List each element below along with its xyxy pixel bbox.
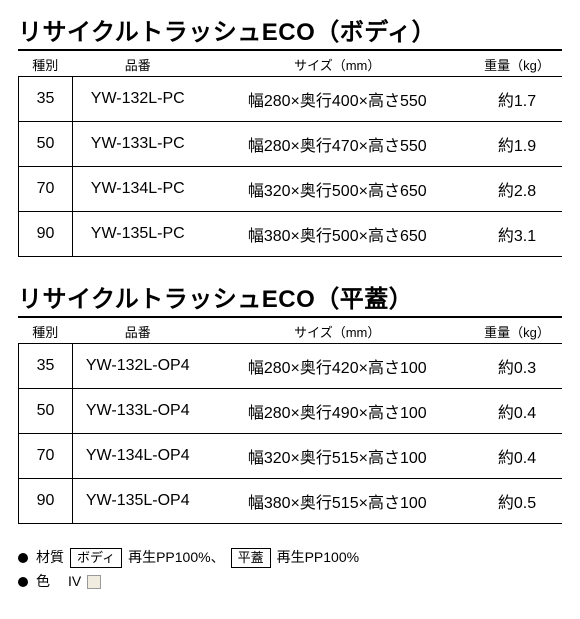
color-row: 色 IV: [18, 570, 562, 594]
cell-type: 50: [19, 122, 73, 167]
cell-weight: 約1.9: [472, 122, 562, 167]
spec-table: 種別品番サイズ（mm）重量（kg）35YW-132L-OP4幅280×奥行420…: [18, 322, 562, 524]
column-header-weight: 重量（kg）: [472, 322, 562, 344]
column-header-part: 品番: [73, 55, 203, 77]
cell-type: 35: [19, 344, 73, 389]
cell-weight: 約3.1: [472, 212, 562, 257]
column-header-type: 種別: [19, 322, 73, 344]
material-label: 材質: [36, 546, 64, 570]
table-row: 90YW-135L-OP4幅380×奥行515×高さ100約0.5: [19, 479, 563, 524]
cell-weight: 約1.7: [472, 77, 562, 122]
cell-weight: 約0.4: [472, 434, 562, 479]
cell-type: 70: [19, 167, 73, 212]
material-row: 材質 ボディ 再生PP100%、 平蓋 再生PP100%: [18, 546, 562, 570]
bullet-icon: [18, 577, 28, 587]
column-header-type: 種別: [19, 55, 73, 77]
material-box-lid: 平蓋: [231, 548, 271, 568]
color-label: 色: [36, 570, 50, 594]
cell-part: YW-134L-PC: [73, 167, 203, 212]
cell-size: 幅280×奥行490×高さ100: [203, 389, 473, 434]
material-box-body: ボディ: [70, 548, 122, 568]
table-row: 50YW-133L-OP4幅280×奥行490×高さ100約0.4: [19, 389, 563, 434]
cell-size: 幅280×奥行400×高さ550: [203, 77, 473, 122]
spec-section: リサイクルトラッシュECO（平蓋）種別品番サイズ（mm）重量（kg）35YW-1…: [18, 279, 562, 524]
footer-notes: 材質 ボディ 再生PP100%、 平蓋 再生PP100% 色 IV: [18, 546, 562, 594]
cell-size: 幅380×奥行500×高さ650: [203, 212, 473, 257]
table-row: 90YW-135L-PC幅380×奥行500×高さ650約3.1: [19, 212, 563, 257]
cell-size: 幅320×奥行515×高さ100: [203, 434, 473, 479]
cell-type: 90: [19, 212, 73, 257]
cell-part: YW-133L-PC: [73, 122, 203, 167]
bullet-icon: [18, 553, 28, 563]
color-swatch: [87, 575, 101, 589]
section-title: リサイクルトラッシュECO（ボディ）: [18, 12, 562, 51]
spec-section: リサイクルトラッシュECO（ボディ）種別品番サイズ（mm）重量（kg）35YW-…: [18, 12, 562, 257]
cell-part: YW-134L-OP4: [73, 434, 203, 479]
column-header-weight: 重量（kg）: [472, 55, 562, 77]
table-row: 70YW-134L-OP4幅320×奥行515×高さ100約0.4: [19, 434, 563, 479]
cell-part: YW-132L-OP4: [73, 344, 203, 389]
cell-part: YW-135L-PC: [73, 212, 203, 257]
cell-type: 50: [19, 389, 73, 434]
cell-part: YW-132L-PC: [73, 77, 203, 122]
section-title: リサイクルトラッシュECO（平蓋）: [18, 279, 562, 318]
table-row: 50YW-133L-PC幅280×奥行470×高さ550約1.9: [19, 122, 563, 167]
column-header-part: 品番: [73, 322, 203, 344]
column-header-size: サイズ（mm）: [203, 55, 473, 77]
cell-weight: 約0.3: [472, 344, 562, 389]
color-code: IV: [68, 570, 81, 594]
material-text-body: 再生PP100%、: [128, 546, 224, 570]
cell-type: 90: [19, 479, 73, 524]
table-row: 35YW-132L-PC幅280×奥行400×高さ550約1.7: [19, 77, 563, 122]
cell-weight: 約0.5: [472, 479, 562, 524]
cell-size: 幅280×奥行420×高さ100: [203, 344, 473, 389]
cell-weight: 約2.8: [472, 167, 562, 212]
cell-part: YW-133L-OP4: [73, 389, 203, 434]
material-text-lid: 再生PP100%: [277, 546, 359, 570]
cell-type: 70: [19, 434, 73, 479]
cell-size: 幅320×奥行500×高さ650: [203, 167, 473, 212]
cell-size: 幅380×奥行515×高さ100: [203, 479, 473, 524]
table-row: 35YW-132L-OP4幅280×奥行420×高さ100約0.3: [19, 344, 563, 389]
column-header-size: サイズ（mm）: [203, 322, 473, 344]
table-row: 70YW-134L-PC幅320×奥行500×高さ650約2.8: [19, 167, 563, 212]
spec-table: 種別品番サイズ（mm）重量（kg）35YW-132L-PC幅280×奥行400×…: [18, 55, 562, 257]
cell-size: 幅280×奥行470×高さ550: [203, 122, 473, 167]
cell-weight: 約0.4: [472, 389, 562, 434]
cell-part: YW-135L-OP4: [73, 479, 203, 524]
cell-type: 35: [19, 77, 73, 122]
